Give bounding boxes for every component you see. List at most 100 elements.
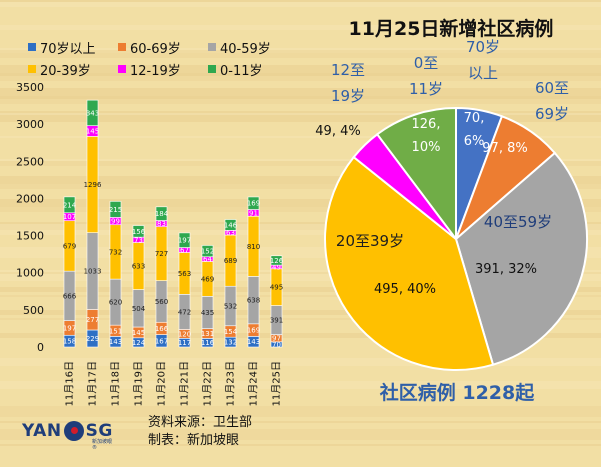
wood-grain-stripe: [0, 136, 601, 138]
legend-row-2: 20-39岁 12-19岁 0-11岁: [28, 58, 288, 80]
bar-value-label: 107: [63, 213, 76, 221]
bar-value-label: 1033: [84, 268, 102, 276]
bar-segment: [270, 255, 283, 266]
pie-slice: [454, 151, 588, 366]
wood-grain-stripe: [0, 381, 601, 389]
bar-value-label: 495: [270, 284, 283, 292]
wood-grain-stripe: [0, 247, 601, 258]
y-tick-label: 2500: [16, 155, 44, 168]
legend-label: 70岁以上: [40, 41, 96, 57]
bar-value-label: 167: [155, 337, 168, 345]
bar-value-label: 277: [86, 316, 99, 324]
bar-value-label: 666: [63, 292, 77, 300]
pie-slice: [324, 155, 495, 371]
bar-value-label: 64: [203, 256, 212, 264]
pie-value-label: 126,: [412, 117, 441, 132]
legend-label: 60-69岁: [130, 41, 181, 57]
pie-category-label: 70岁: [466, 38, 500, 56]
bar-value-label: 689: [224, 257, 237, 265]
x-tick-label: 11月21日: [179, 361, 191, 406]
wood-grain-stripe: [0, 224, 601, 235]
pie-value-label: 495, 40%: [374, 282, 436, 297]
pie-category-label: 0至: [414, 54, 439, 72]
pie-chart: 70岁以上 70, 6% 60至 69岁 97, 8% 40至59岁 391, 32% 20至3…: [315, 38, 588, 371]
pie-slice: [375, 106, 457, 242]
bar-segment: [155, 206, 168, 221]
pie-category-label: 40至59岁: [484, 213, 552, 231]
x-tick-label: 11月20日: [156, 361, 168, 406]
x-tick-label: 11月17日: [87, 361, 99, 406]
bar-value-label: 120: [178, 330, 191, 338]
bar-value-label: 727: [155, 250, 168, 258]
bar-value-label: 343: [86, 109, 99, 117]
bar-value-label: 435: [201, 309, 214, 317]
bar-value-label: 83: [157, 220, 166, 228]
legend-item-40-59: 40-59岁: [208, 38, 288, 57]
source-credits: 资料来源：卫生部 制表：新加坡眼: [148, 414, 252, 450]
bar-value-label: 166: [155, 325, 169, 333]
bar-value-label: 469: [201, 275, 214, 283]
bar-value-label: 152: [201, 248, 214, 256]
wood-grain-stripe: [0, 199, 601, 207]
wood-grain-stripe: [0, 207, 601, 212]
bar-value-label: 1296: [84, 181, 102, 189]
bar-value-label: 472: [178, 308, 191, 316]
data-source-line: 资料来源：卫生部: [148, 415, 253, 430]
bar-value-label: 184: [155, 210, 169, 218]
bar-value-label: 156: [132, 228, 146, 236]
y-tick-label: 0: [37, 341, 44, 354]
legend-swatch: [208, 65, 216, 73]
bar-value-label: 229: [86, 335, 99, 343]
bar-value-label: 391: [270, 317, 283, 325]
bar-value-label: 215: [109, 206, 122, 214]
y-tick-label: 2000: [16, 192, 44, 205]
legend-row-1: 70岁以上 60-69岁 40-59岁: [28, 36, 288, 58]
bar-value-label: 563: [178, 270, 191, 278]
pie-category-label: 11岁: [409, 80, 443, 98]
pie-chart-summary: 社区病例 1228起: [379, 382, 535, 404]
pie-chart-title: 11月25日新增社区病例: [348, 18, 554, 40]
bar-value-label: 679: [63, 242, 76, 250]
bar-chart-legend: 70岁以上 60-69岁 40-59岁 20-39岁 12-19岁 0-11岁: [28, 36, 288, 80]
pie-category-label: 20至39岁: [336, 232, 404, 250]
bar-value-label: 126: [270, 257, 284, 265]
legend-swatch: [208, 43, 216, 51]
bar-segment: [178, 232, 191, 248]
wood-grain-stripe: [0, 295, 601, 297]
bar-segment: [132, 225, 145, 238]
wood-grain-stripe: [0, 358, 601, 366]
logo-text-right: SG: [85, 421, 113, 441]
magnifier-logo-icon: [63, 421, 84, 441]
bar-value-label: 638: [247, 297, 260, 305]
yansg-logo: YAN SG 新加坡眼®: [22, 418, 113, 451]
bar-value-label: 49: [272, 263, 281, 271]
wood-grain-stripe: [0, 25, 601, 30]
bar-value-label: 145: [132, 329, 145, 337]
wood-grain-stripe: [0, 161, 601, 166]
wood-grain-stripe: [0, 111, 601, 122]
logo-subtext: 新加坡眼®: [92, 439, 113, 451]
bar-value-label: 620: [109, 299, 122, 307]
pie-percent-label: 6%: [464, 134, 485, 149]
pie-category-label: 69岁: [535, 105, 569, 123]
legend-swatch: [28, 43, 36, 51]
legend-item-20-39: 20-39岁: [28, 60, 118, 79]
legend-label: 0-11岁: [220, 63, 263, 79]
wood-grain-stripe: [0, 421, 601, 423]
bar-value-label: 143: [109, 338, 122, 346]
wood-grain-stripe: [0, 65, 601, 76]
wood-grain-stripe: [0, 318, 601, 320]
pie-category-label: 12至: [331, 61, 365, 79]
bar-value-label: 810: [247, 243, 260, 251]
bar-value-label: 169: [247, 327, 260, 335]
wood-grain-stripe: [0, 176, 601, 184]
x-tick-label: 11月25日: [271, 361, 283, 406]
wood-grain-stripe: [0, 429, 601, 440]
bar-value-label: 197: [178, 237, 191, 245]
y-tick-label: 3500: [16, 81, 44, 94]
wood-grain-stripe: [0, 88, 601, 99]
legend-item-0-11: 0-11岁: [208, 60, 288, 79]
y-tick-label: 1500: [16, 230, 44, 243]
